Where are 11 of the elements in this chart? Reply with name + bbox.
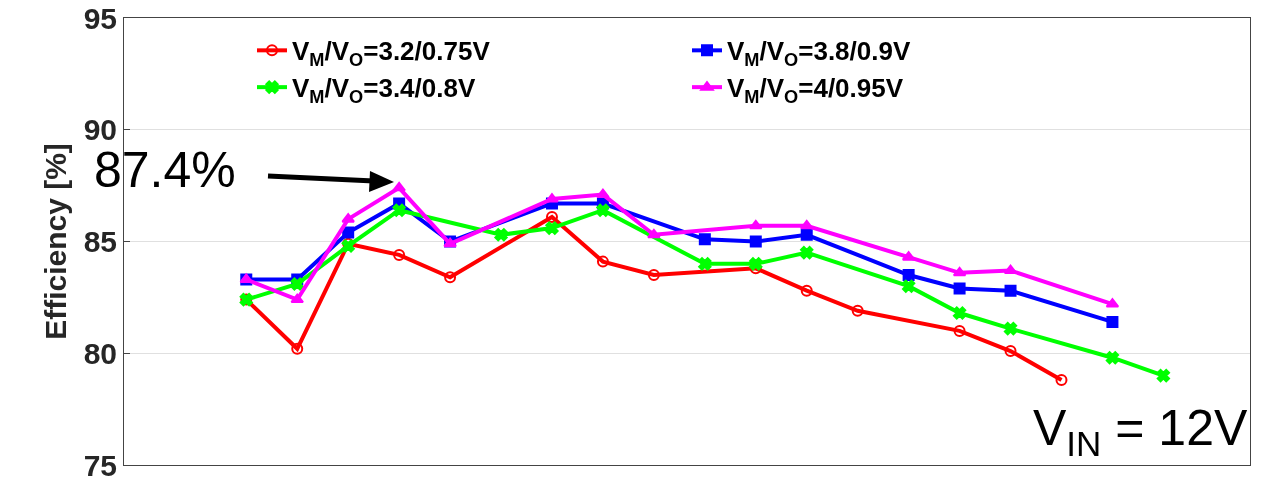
annotation: V$_{IN}$ = 12V xyxy=(1033,400,1248,463)
legend-label: V$_{M}$/V$_{O}$=3.8/0.9V xyxy=(727,36,911,70)
y-axis-title: Efficiency [%] xyxy=(38,143,72,340)
y-tick-label: 95 xyxy=(83,1,117,35)
legend-label: V$_{M}$/V$_{O}$=4/0.95V xyxy=(727,73,904,107)
y-tick-label: 90 xyxy=(83,113,117,147)
legend-label: V$_{M}$/V$_{O}$=3.2/0.75V xyxy=(292,36,491,70)
y-tick-label: 85 xyxy=(83,225,117,258)
y-tick-label: 75 xyxy=(83,448,117,482)
y-tick-label: 80 xyxy=(83,336,117,370)
legend-label: V$_{M}$/V$_{O}$=3.4/0.8V xyxy=(292,73,476,107)
